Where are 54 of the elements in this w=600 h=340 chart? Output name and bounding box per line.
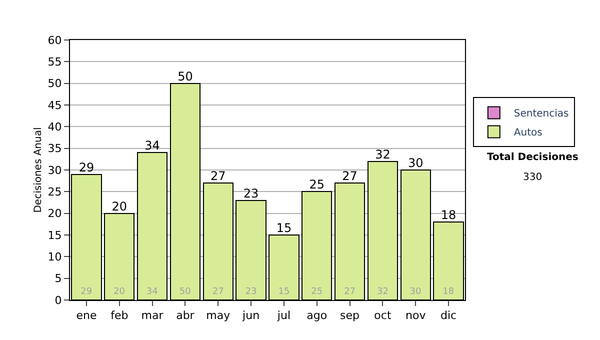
total-label: 50 — [178, 69, 193, 84]
legend-label: Sentencias — [514, 108, 569, 120]
x-tick-label: dic — [440, 309, 457, 322]
total-label: 30 — [408, 156, 424, 170]
y-tick-label: 20 — [48, 207, 62, 220]
data-label: 34 — [146, 287, 158, 297]
text: Total Decisiones — [487, 152, 578, 163]
y-axis-title: Decisiones Anual — [32, 127, 44, 213]
y-tick-label: 15 — [48, 228, 62, 242]
total-label: 29 — [78, 160, 94, 174]
y-tick-label: 30 — [48, 164, 62, 177]
y-tick-label: 10 — [48, 250, 62, 264]
x-tick-label: jun — [242, 309, 260, 322]
y-tick-label: 25 — [48, 186, 62, 199]
data-label: 50 — [179, 287, 192, 297]
data-label: 32 — [376, 287, 388, 297]
x-tick-label: jul — [276, 309, 291, 322]
x-tick-label: ago — [306, 309, 328, 322]
total-label: 25 — [309, 178, 325, 192]
y-tick-label: 45 — [48, 98, 62, 112]
total-label: 20 — [112, 199, 128, 214]
y-tick-label: 40 — [48, 120, 62, 134]
total-label: 34 — [144, 138, 160, 153]
x-tick-label: ene — [76, 309, 97, 322]
data-label: 27 — [344, 287, 356, 297]
data-label: 15 — [278, 287, 290, 297]
x-tick-label: abr — [176, 309, 195, 322]
y-tick-label: 5 — [54, 272, 62, 286]
data-label: 25 — [311, 287, 323, 297]
x-tick-label: oct — [374, 309, 392, 322]
legend-label: Autos — [514, 128, 542, 139]
x-tick-label: may — [206, 309, 231, 322]
total-label: 23 — [243, 186, 259, 200]
total-label: 27 — [342, 169, 358, 183]
x-tick-label: nov — [406, 309, 426, 322]
data-label: 23 — [245, 287, 257, 297]
text: 330 — [523, 172, 542, 183]
total-label: 27 — [210, 169, 226, 183]
y-tick-label: 60 — [48, 34, 62, 47]
data-label: 20 — [114, 287, 126, 297]
y-tick-label: 50 — [48, 77, 62, 90]
x-tick-label: feb — [110, 309, 128, 322]
x-tick-label: sep — [340, 309, 360, 322]
x-tick-label: mar — [141, 309, 164, 322]
y-tick-label: 0 — [54, 294, 62, 307]
total-label: 18 — [440, 208, 456, 222]
data-label: 30 — [410, 287, 422, 297]
total-label: 32 — [375, 147, 390, 162]
total-label: 15 — [276, 221, 292, 235]
data-label: 18 — [442, 287, 454, 297]
data-label: 27 — [212, 287, 224, 297]
y-tick-label: 55 — [48, 56, 62, 69]
y-tick-label: 35 — [48, 142, 62, 156]
data-label: 29 — [80, 287, 92, 297]
